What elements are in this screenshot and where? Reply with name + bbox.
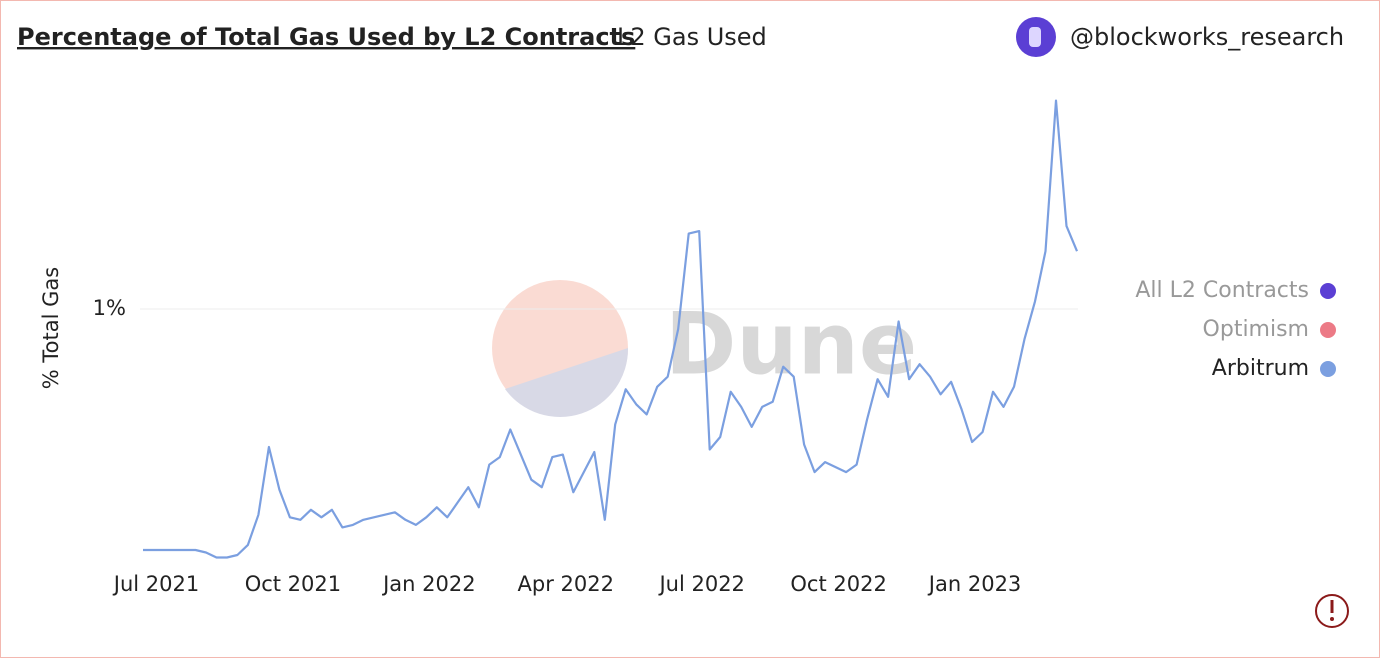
x-tick-label: Jul 2021 (112, 572, 199, 596)
x-tick-label: Apr 2022 (518, 572, 614, 596)
x-tick-label: Oct 2022 (790, 572, 886, 596)
alert-icon[interactable] (1315, 594, 1349, 628)
author[interactable]: @blockworks_research (1070, 23, 1344, 51)
legend-swatch (1320, 283, 1336, 299)
y-axis-label: % Total Gas (39, 267, 63, 389)
x-tick-label: Jan 2023 (927, 572, 1022, 596)
y-tick-label: 1% (93, 296, 126, 320)
legend-label[interactable]: Arbitrum (1212, 356, 1309, 381)
x-tick-label: Oct 2021 (245, 572, 341, 596)
legend-swatch (1320, 361, 1336, 377)
chart-subtitle[interactable]: L2 Gas Used (617, 23, 767, 51)
watermark-logo (492, 280, 629, 418)
x-tick-label: Jan 2022 (381, 572, 476, 596)
legend-label[interactable]: Optimism (1203, 317, 1309, 342)
x-tick-label: Jul 2022 (657, 572, 744, 596)
legend-label[interactable]: All L2 Contracts (1135, 278, 1309, 303)
author-logo (1016, 17, 1056, 57)
line (143, 99, 1079, 559)
legend-swatch (1320, 322, 1336, 338)
chart-title[interactable]: Percentage of Total Gas Used by L2 Contr… (17, 23, 635, 51)
